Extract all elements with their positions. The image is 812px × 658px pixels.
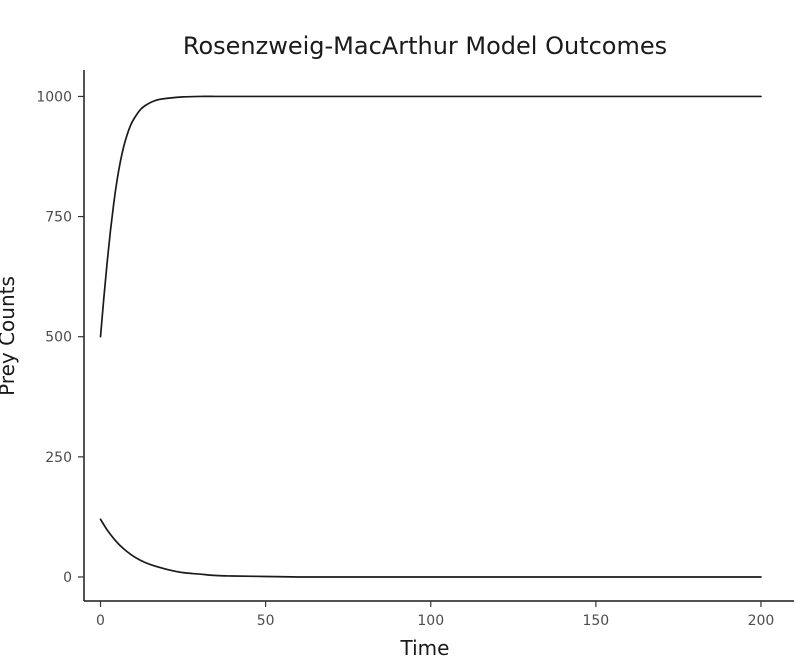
- series-line-1: [99, 95, 762, 338]
- y-tick-label: 250: [45, 450, 72, 466]
- y-tick-label: 1000: [36, 89, 72, 105]
- x-tick-label: 50: [257, 613, 275, 629]
- y-tick-label: 750: [45, 210, 72, 226]
- x-tick-label: 150: [582, 613, 609, 629]
- y-axis-ticks: 0 250 500 750 1000: [36, 89, 84, 586]
- x-tick-label: 100: [417, 613, 444, 629]
- chart-title: Rosenzweig-MacArthur Model Outcomes: [183, 32, 667, 60]
- y-axis-title: Prey Counts: [0, 276, 19, 396]
- y-tick-label: 0: [63, 570, 72, 586]
- x-tick-label: 200: [748, 613, 775, 629]
- plot-area: 0 250 500 750 1000 0 50 100 150 200: [36, 70, 794, 629]
- series-layer: [99, 95, 762, 578]
- x-tick-label: 0: [96, 613, 105, 629]
- x-axis-title: Time: [400, 636, 450, 658]
- series-line-2: [99, 518, 762, 578]
- x-axis-ticks: 0 50 100 150 200: [96, 601, 774, 629]
- y-tick-label: 500: [45, 330, 72, 346]
